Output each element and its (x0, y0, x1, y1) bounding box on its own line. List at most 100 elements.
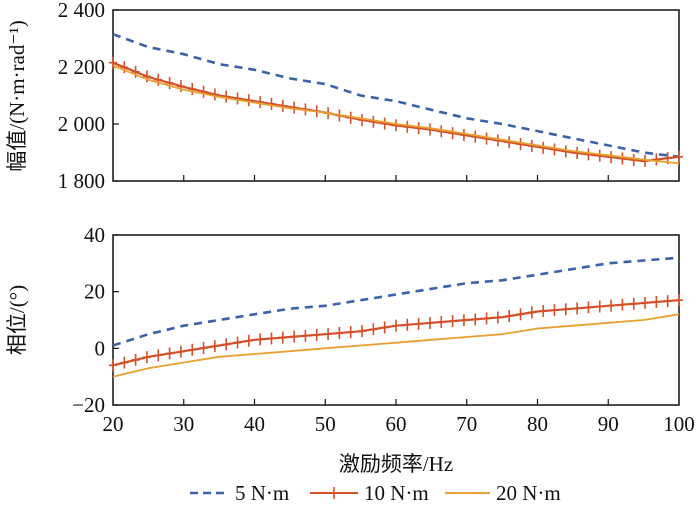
data-point-marker (120, 356, 129, 369)
data-point-marker (493, 134, 502, 147)
data-point-marker (595, 149, 604, 162)
data-point-marker (109, 359, 117, 372)
y-tick-label: 40 (84, 223, 105, 247)
data-point-marker (109, 56, 117, 69)
data-point-marker (448, 127, 457, 140)
y-tick-label: 2 200 (58, 55, 105, 79)
data-point-marker (414, 122, 423, 135)
data-point-marker (482, 312, 491, 325)
x-tick-label: 50 (315, 412, 336, 436)
data-point-marker (516, 138, 525, 151)
data-point-marker (358, 113, 367, 126)
x-tick-label: 100 (663, 412, 695, 436)
data-point-marker (539, 141, 548, 154)
data-point-marker (403, 318, 412, 331)
data-point-marker (607, 299, 616, 312)
bottom-panel: −20 0 20 40 20 30 40 50 60 70 80 90 100 (72, 223, 695, 436)
data-point-marker (131, 353, 140, 366)
data-point-marker (505, 136, 514, 149)
data-point-marker (222, 90, 231, 103)
data-point-marker (493, 311, 502, 324)
legend-label: 5 N·m (235, 481, 289, 505)
data-point-marker (516, 308, 525, 321)
data-point-marker (256, 333, 265, 346)
data-point-marker (675, 294, 683, 307)
data-point-marker (380, 321, 389, 334)
data-point-marker (527, 306, 536, 319)
data-point-marker (584, 148, 593, 161)
y-tick-label: −20 (72, 393, 105, 417)
data-point-marker (505, 310, 514, 323)
data-point-marker (663, 295, 672, 308)
data-point-marker (312, 328, 321, 341)
data-point-marker (607, 151, 616, 164)
y-tick-label: 2 000 (58, 112, 105, 136)
top-y-axis-title: 幅值/(N·m·rad⁻¹) (5, 20, 29, 172)
data-point-marker (561, 303, 570, 316)
data-point-marker (301, 329, 310, 342)
data-point-marker (176, 345, 185, 358)
data-point-marker (244, 334, 253, 347)
legend-label: 10 N·m (364, 481, 429, 505)
data-point-marker (392, 319, 400, 332)
data-point-marker (437, 316, 446, 329)
x-tick-label: 70 (456, 412, 477, 436)
y-tick-label: 2 400 (58, 0, 105, 22)
top-panel: 1 800 2 000 2 200 2 400 (58, 0, 683, 193)
data-point-marker (392, 119, 400, 132)
data-point-marker (154, 349, 163, 362)
data-point-marker (267, 332, 276, 345)
data-point-marker (629, 297, 638, 310)
data-point-marker (154, 73, 163, 86)
data-point-marker (176, 80, 185, 93)
data-point-marker (471, 130, 480, 143)
data-point-marker (482, 132, 491, 145)
data-point-marker (459, 314, 468, 327)
data-point-marker (256, 96, 265, 109)
y-tick-label: 20 (84, 280, 105, 304)
data-point-marker (573, 302, 582, 315)
data-point-marker (618, 152, 627, 165)
data-point-marker (369, 323, 378, 336)
data-point-marker (641, 296, 650, 309)
data-point-marker (539, 305, 548, 318)
data-point-marker (165, 347, 174, 360)
y-tick-label: 1 800 (58, 169, 105, 193)
data-point-marker (267, 97, 276, 110)
series-line-20nm (112, 64, 680, 165)
data-point-marker (199, 85, 208, 98)
data-point-marker (278, 99, 287, 112)
data-point-marker (142, 70, 151, 83)
data-point-marker (652, 153, 661, 166)
data-point-marker (652, 295, 661, 308)
data-point-marker (425, 316, 434, 329)
data-point-marker (403, 120, 412, 133)
data-point-marker (471, 313, 480, 326)
data-point-marker (550, 143, 559, 156)
data-point-marker (188, 83, 197, 96)
legend-label: 20 N·m (496, 481, 561, 505)
series-line-10nm (112, 61, 680, 163)
series-line-5nm (112, 32, 680, 159)
data-point-marker (459, 128, 468, 141)
bottom-y-axis-title: 相位/(°) (5, 285, 29, 355)
data-point-marker (414, 317, 423, 330)
data-point-marker (120, 61, 129, 74)
data-point-marker (244, 94, 253, 107)
x-tick-label: 90 (598, 412, 619, 436)
x-tick-label: 40 (244, 412, 265, 436)
data-point-marker (324, 327, 333, 340)
data-point-marker (222, 338, 231, 351)
x-tick-label: 20 (103, 412, 124, 436)
data-point-marker (629, 153, 638, 166)
data-point-marker (425, 123, 434, 136)
data-point-marker (448, 315, 457, 328)
series-line-10nm (112, 299, 680, 367)
x-tick-label: 30 (173, 412, 194, 436)
x-tick-label: 60 (386, 412, 407, 436)
data-point-marker (199, 341, 208, 354)
x-axis-title: 激励频率/Hz (339, 452, 453, 476)
data-point-marker (369, 115, 378, 128)
data-point-marker (131, 65, 140, 78)
